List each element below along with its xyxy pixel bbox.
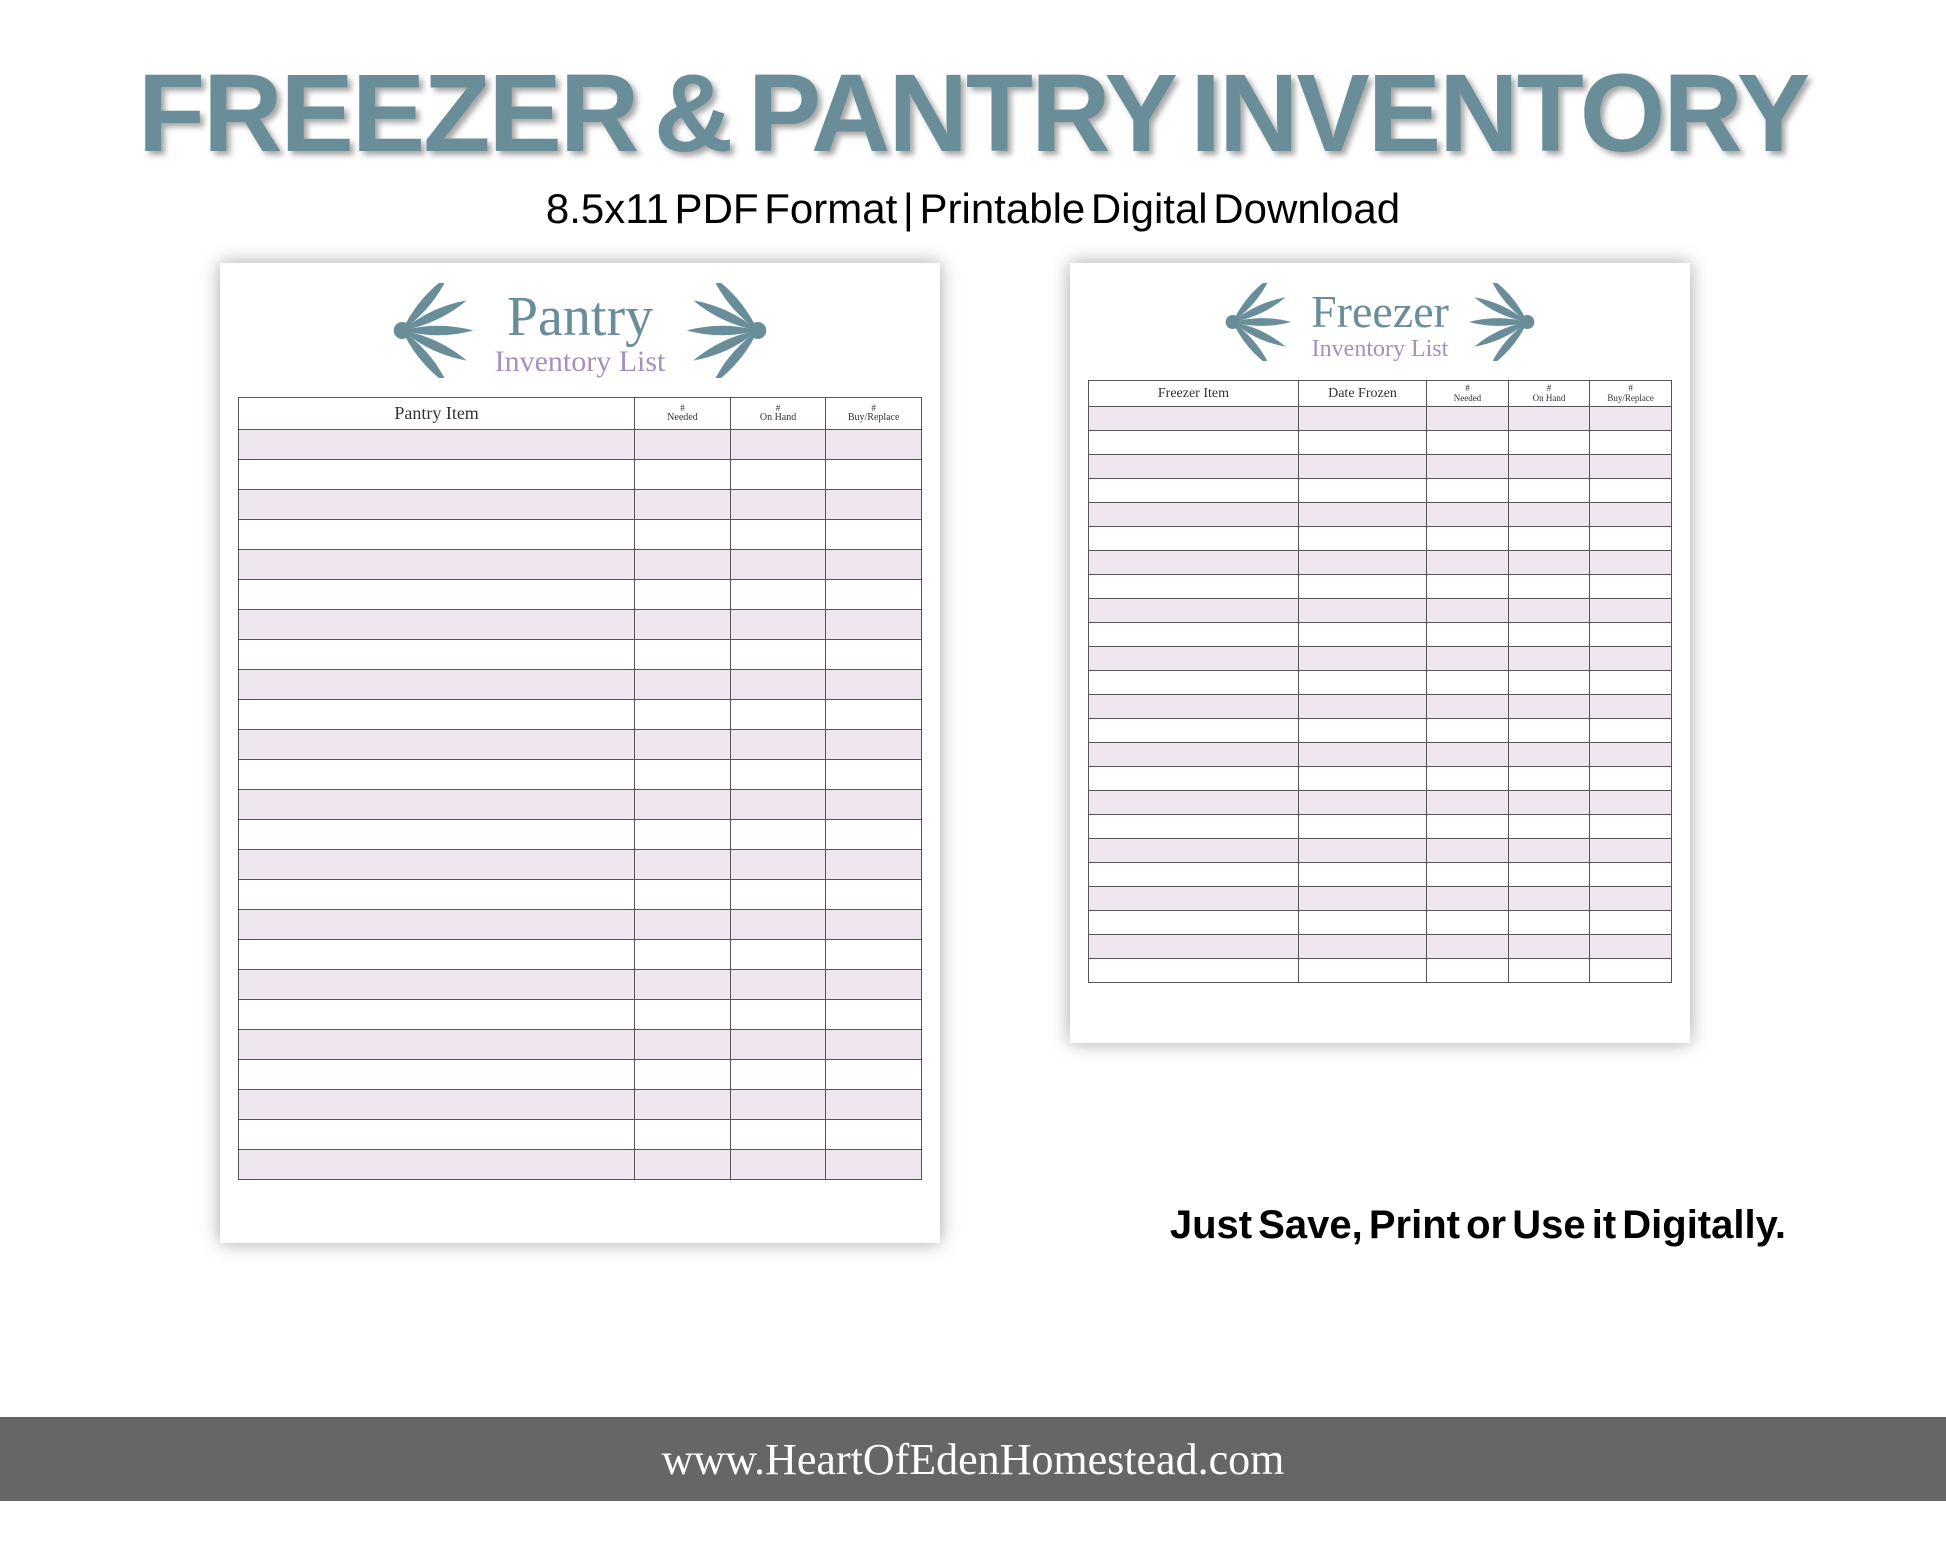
column-header: #Needed [635, 398, 731, 430]
pantry-subtitle: Inventory List [495, 347, 666, 377]
table-row [239, 790, 922, 820]
ornament-right-icon [1461, 283, 1539, 366]
table-row [1089, 671, 1672, 695]
table-row [1089, 887, 1672, 911]
table-row [1089, 767, 1672, 791]
table-row [239, 910, 922, 940]
table-row [239, 580, 922, 610]
table-row [239, 850, 922, 880]
footer-bar: www.HeartOfEdenHomestead.com [0, 1417, 1946, 1501]
table-row [1089, 623, 1672, 647]
pantry-table: Pantry Item#Needed#On Hand#Buy/Replace [238, 397, 922, 1180]
main-subtitle: 8.5x11 PDF Format | Printable Digital Do… [0, 185, 1946, 233]
table-row [239, 970, 922, 1000]
table-row [1089, 791, 1672, 815]
table-row [1089, 959, 1672, 983]
table-row [239, 520, 922, 550]
sheets-area: Pantry Inventory List Pantry Item#Needed… [0, 263, 1946, 1313]
table-row [239, 1090, 922, 1120]
tagline: Just Save, Print or Use it Digitally. [1170, 1203, 1786, 1248]
table-row [239, 610, 922, 640]
table-row [239, 880, 922, 910]
pantry-title: Pantry [495, 289, 666, 345]
table-row [1089, 911, 1672, 935]
column-header: #Buy/Replace [1590, 381, 1672, 407]
table-row [239, 430, 922, 460]
pantry-sheet: Pantry Inventory List Pantry Item#Needed… [220, 263, 940, 1243]
freezer-subtitle: Inventory List [1311, 337, 1449, 361]
table-row [1089, 479, 1672, 503]
table-row [1089, 599, 1672, 623]
table-row [239, 940, 922, 970]
freezer-header: Freezer Inventory List [1088, 283, 1672, 366]
table-row [239, 730, 922, 760]
table-row [239, 640, 922, 670]
column-header: #Buy/Replace [826, 398, 922, 430]
table-row [1089, 815, 1672, 839]
table-row [1089, 575, 1672, 599]
table-row [1089, 431, 1672, 455]
column-header: Freezer Item [1089, 381, 1299, 407]
table-row [239, 550, 922, 580]
table-row [239, 1000, 922, 1030]
table-row [239, 1150, 922, 1180]
ornament-left-icon [388, 283, 483, 383]
table-row [239, 1060, 922, 1090]
ornament-right-icon [677, 283, 772, 383]
table-row [1089, 863, 1672, 887]
pantry-header: Pantry Inventory List [238, 283, 922, 383]
table-row [239, 700, 922, 730]
table-row [1089, 551, 1672, 575]
table-row [1089, 719, 1672, 743]
freezer-sheet: Freezer Inventory List Freezer ItemDate … [1070, 263, 1690, 1043]
table-row [239, 670, 922, 700]
table-row [1089, 647, 1672, 671]
table-row [239, 490, 922, 520]
table-row [239, 820, 922, 850]
table-row [1089, 839, 1672, 863]
table-row [1089, 935, 1672, 959]
freezer-title: Freezer [1311, 289, 1449, 335]
table-row [1089, 695, 1672, 719]
table-row [1089, 455, 1672, 479]
table-row [1089, 503, 1672, 527]
column-header: Pantry Item [239, 398, 635, 430]
table-row [1089, 743, 1672, 767]
footer-url: www.HeartOfEdenHomestead.com [662, 1434, 1285, 1485]
column-header: Date Frozen [1298, 381, 1426, 407]
column-header: #On Hand [1508, 381, 1590, 407]
table-row [239, 1120, 922, 1150]
main-title: FREEZER & PANTRY INVENTORY [0, 0, 1946, 177]
column-header: #On Hand [730, 398, 826, 430]
ornament-left-icon [1221, 283, 1299, 366]
table-row [239, 460, 922, 490]
freezer-table: Freezer ItemDate Frozen#Needed#On Hand#B… [1088, 380, 1672, 983]
column-header: #Needed [1427, 381, 1509, 407]
table-row [1089, 407, 1672, 431]
table-row [1089, 527, 1672, 551]
table-row [239, 760, 922, 790]
table-row [239, 1030, 922, 1060]
